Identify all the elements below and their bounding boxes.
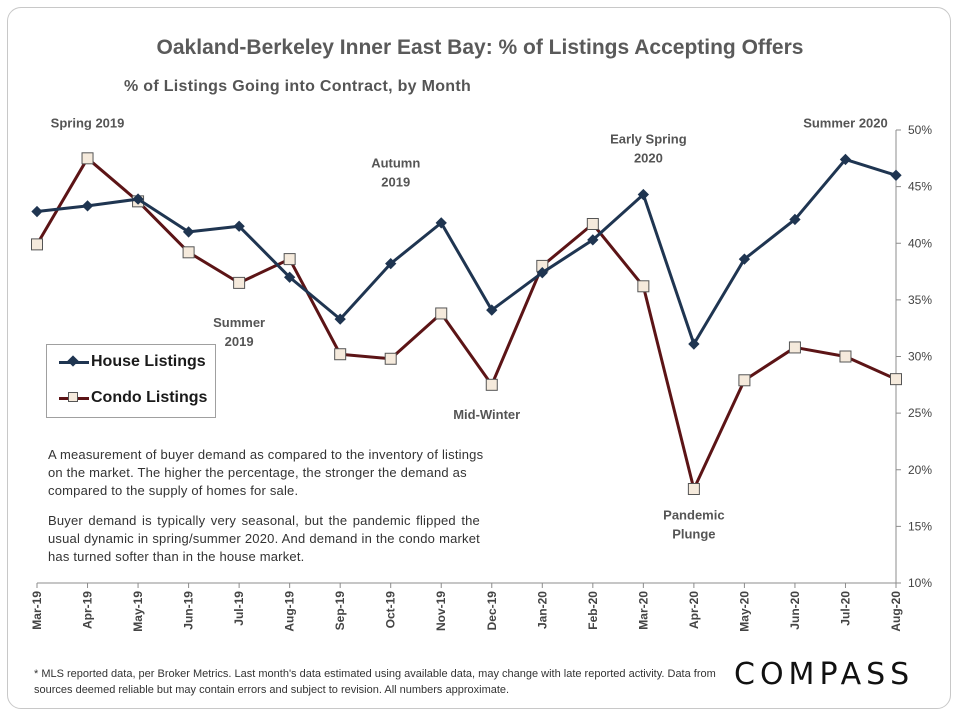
house-point bbox=[637, 188, 650, 201]
legend-item-condo: Condo Listings bbox=[59, 389, 207, 407]
annotation-label: 2019 bbox=[381, 174, 410, 189]
house-point bbox=[839, 153, 852, 166]
house-point bbox=[334, 313, 346, 325]
house-point bbox=[81, 200, 94, 212]
annotation-label: Autumn bbox=[371, 155, 420, 170]
annotation-label: Summer bbox=[213, 315, 265, 330]
chart-title: Oakland-Berkeley Inner East Bay: % of Li… bbox=[156, 36, 804, 59]
x-tick-label: Oct-19 bbox=[384, 591, 398, 629]
x-tick-label: Aug-19 bbox=[283, 591, 297, 632]
condo-point bbox=[738, 374, 751, 387]
house-point bbox=[132, 193, 144, 205]
x-tick-label: Feb-20 bbox=[586, 591, 600, 630]
house-point bbox=[182, 226, 195, 238]
condo-point bbox=[637, 280, 650, 293]
house-point bbox=[587, 234, 599, 246]
condo-point bbox=[890, 373, 902, 386]
x-tick-label: Jan-20 bbox=[535, 591, 549, 629]
x-tick-label: Mar-20 bbox=[636, 591, 650, 630]
axes: 10% 15% 20% 25% 30% 35% 40% 45% 50% Mar-19 Apr-19 M… bbox=[30, 123, 932, 632]
condo-series bbox=[31, 152, 902, 496]
condo-point bbox=[334, 348, 347, 361]
x-tick-label: May-19 bbox=[131, 591, 145, 632]
house-point bbox=[536, 267, 548, 279]
house-point bbox=[688, 338, 700, 350]
x-tick-label: Apr-19 bbox=[81, 591, 95, 629]
annotation-label: Spring 2019 bbox=[51, 116, 125, 131]
x-tick-label: May-20 bbox=[737, 591, 751, 632]
condo-point bbox=[586, 217, 599, 230]
house-legend-marker bbox=[59, 355, 89, 369]
condo-point bbox=[81, 152, 94, 165]
x-tick-label: Jul-19 bbox=[232, 591, 246, 626]
house-point bbox=[789, 213, 801, 226]
condo-legend-marker bbox=[59, 391, 89, 405]
annotation-label: Pandemic bbox=[663, 508, 724, 523]
x-tick-label: Mar-19 bbox=[30, 591, 44, 630]
explanation-note: A measurement of buyer demand as compare… bbox=[48, 447, 484, 498]
y-tick-label: 15% bbox=[908, 519, 932, 533]
house-point bbox=[890, 169, 902, 181]
annotation-label: Mid-Winter bbox=[453, 407, 520, 422]
x-tick-label: Nov-19 bbox=[434, 591, 448, 631]
house-line bbox=[36, 157, 897, 346]
x-tick-label: Dec-19 bbox=[485, 591, 499, 631]
annotation-label: 2020 bbox=[634, 151, 663, 166]
condo-point bbox=[788, 341, 801, 354]
condo-point bbox=[182, 246, 195, 259]
house-point bbox=[435, 217, 447, 229]
x-tick-label: Apr-20 bbox=[687, 591, 701, 629]
annotation-label: Summer 2020 bbox=[803, 116, 888, 131]
chart-legend: House Listings Condo Listings bbox=[46, 344, 216, 418]
annotation-label: Plunge bbox=[672, 527, 715, 542]
legend-label-condo: Condo Listings bbox=[91, 389, 208, 406]
y-tick-label: 30% bbox=[908, 350, 932, 364]
house-point bbox=[385, 257, 397, 270]
condo-line bbox=[35, 156, 897, 491]
y-tick-label: 25% bbox=[908, 406, 932, 420]
y-tick-label: 40% bbox=[908, 236, 932, 250]
x-tick-label: Aug-20 bbox=[889, 591, 903, 632]
annotations: Spring 2019 Summer 2019 Autumn 2019 Mid-Winte… bbox=[51, 116, 888, 542]
house-series bbox=[31, 153, 902, 350]
x-tick-label: Jun-20 bbox=[788, 591, 802, 630]
chart-subtitle: % of Listings Going into Contract, by Mo… bbox=[124, 78, 472, 95]
condo-point bbox=[485, 378, 498, 391]
x-tick-label: Jul-20 bbox=[838, 591, 852, 626]
x-tick-label: Jun-19 bbox=[182, 591, 196, 630]
y-tick-label: 20% bbox=[908, 463, 932, 477]
y-tick-label: 35% bbox=[908, 293, 932, 307]
seasonality-note: Buyer demand is typically very seasonal,… bbox=[48, 513, 480, 564]
legend-item-house: House Listings bbox=[59, 353, 206, 371]
legend-label-house: House Listings bbox=[91, 353, 206, 370]
y-tick-label: 45% bbox=[908, 180, 932, 194]
y-tick-label: 50% bbox=[908, 123, 932, 137]
house-point bbox=[31, 205, 43, 218]
x-tick-label: Sep-19 bbox=[333, 591, 347, 631]
condo-point bbox=[687, 483, 700, 496]
condo-point bbox=[384, 352, 397, 365]
condo-point bbox=[435, 307, 448, 320]
condo-point bbox=[839, 350, 852, 363]
house-point bbox=[233, 220, 245, 232]
annotation-label: Early Spring bbox=[610, 132, 687, 147]
house-point bbox=[283, 271, 296, 283]
condo-point bbox=[233, 276, 246, 289]
house-point bbox=[486, 304, 498, 316]
condo-point bbox=[283, 253, 296, 266]
y-tick-label: 10% bbox=[908, 576, 932, 590]
series-layer bbox=[31, 152, 902, 496]
compass-logo: COMPASS bbox=[734, 657, 915, 692]
annotation-label: 2019 bbox=[225, 334, 254, 349]
footnote: * MLS reported data, per Broker Metrics.… bbox=[34, 668, 716, 696]
condo-point bbox=[31, 238, 43, 251]
